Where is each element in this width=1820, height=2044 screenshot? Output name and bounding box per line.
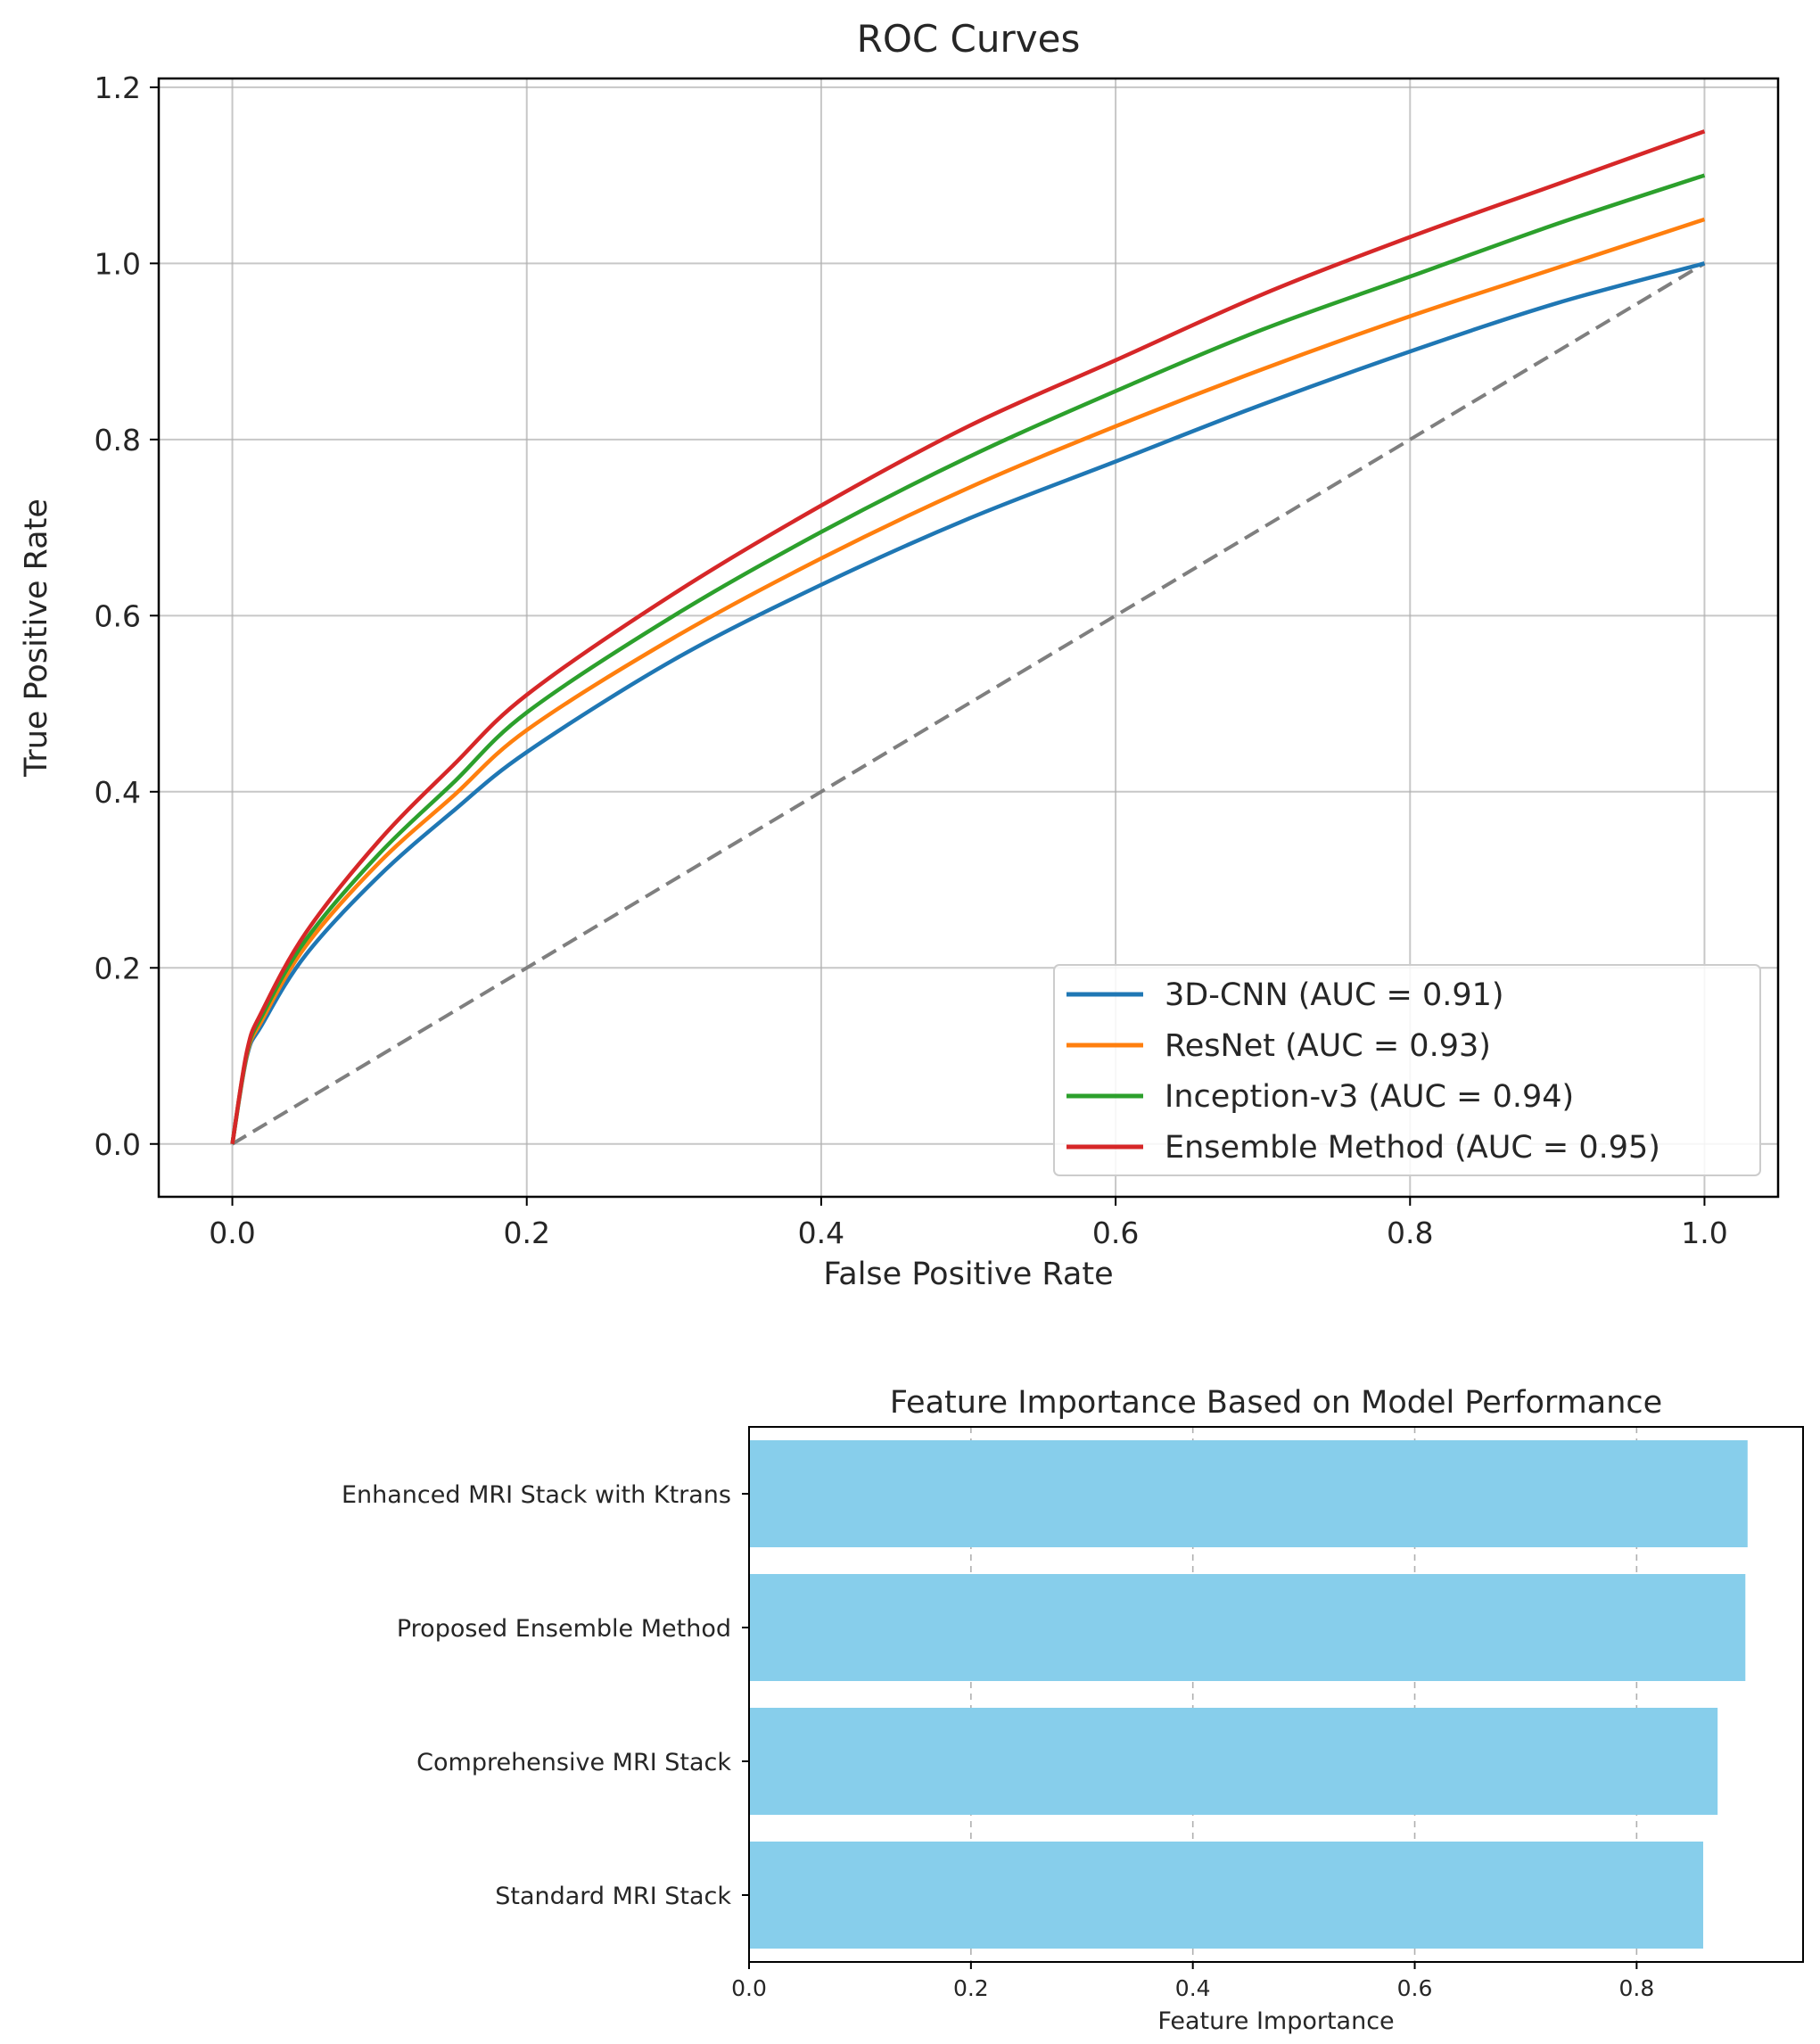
- x-tick-label: 0.8: [1618, 1975, 1654, 2001]
- y-tick-label: 0.8: [95, 423, 141, 457]
- x-axis-label: Feature Importance: [1157, 2007, 1394, 2035]
- x-tick-label: 0.4: [798, 1216, 844, 1250]
- importance-bar-3: [749, 1842, 1704, 1949]
- category-label-1: Proposed Ensemble Method: [397, 1615, 731, 1643]
- roc-chart: 0.0 0.2 0.4 0.6 0.8 1.0 0.0 0.2 0.4 0.6 0.8 1.0 1.2 R…: [19, 17, 1780, 1292]
- chart-title: Feature Importance Based on Model Perfor…: [890, 1385, 1662, 1421]
- x-tick-label: 0.0: [209, 1216, 255, 1250]
- y-axis-label: True Positive Rate: [19, 499, 54, 778]
- category-label-3: Standard MRI Stack: [495, 1883, 731, 1910]
- plot-frame: [748, 1426, 1804, 1963]
- legend-label-0: 3D-CNN (AUC = 0.91): [1165, 977, 1504, 1013]
- legend: 3D-CNN (AUC = 0.91) ResNet (AUC = 0.93) In…: [1053, 964, 1761, 1176]
- category-label-2: Comprehensive MRI Stack: [416, 1749, 731, 1776]
- x-tick-label: 0.0: [731, 1975, 767, 2001]
- diagonal-reference-line: [231, 261, 1706, 1146]
- y-tick-label: 0.2: [95, 951, 141, 985]
- x-tick-label: 0.8: [1387, 1216, 1433, 1250]
- x-tick-label: 0.6: [1397, 1975, 1433, 2001]
- legend-label-1: ResNet (AUC = 0.93): [1165, 1028, 1491, 1064]
- roc-series-line-1: [230, 217, 1706, 1145]
- importance-bar-1: [749, 1574, 1746, 1681]
- plot-frame: [157, 77, 1780, 1199]
- legend-box: [1053, 964, 1761, 1176]
- chart-title: ROC Curves: [857, 17, 1081, 61]
- legend-label-2: Inception-v3 (AUC = 0.94): [1165, 1079, 1574, 1115]
- x-tick-label: 0.2: [503, 1216, 549, 1250]
- x-axis-label: False Positive Rate: [823, 1257, 1113, 1292]
- roc-series-line-0: [230, 261, 1706, 1145]
- roc-series-line-2: [230, 173, 1706, 1145]
- x-tick-label: 0.2: [953, 1975, 989, 2001]
- y-tick-label: 1.2: [95, 70, 141, 105]
- legend-label-3: Ensemble Method (AUC = 0.95): [1165, 1130, 1660, 1166]
- importance-bar-2: [749, 1708, 1718, 1815]
- x-tick-label: 0.6: [1092, 1216, 1139, 1250]
- importance-bar-0: [749, 1440, 1748, 1547]
- roc-series-line-3: [230, 129, 1706, 1145]
- y-tick-label: 0.6: [95, 598, 141, 633]
- y-tick-label: 0.4: [95, 775, 141, 810]
- x-tick-label: 0.4: [1175, 1975, 1211, 2001]
- x-tick-label: 1.0: [1681, 1216, 1727, 1250]
- feature-importance-chart: Enhanced MRI Stack with Ktrans Proposed E…: [342, 1385, 1804, 2035]
- y-tick-label: 0.0: [95, 1127, 141, 1162]
- y-tick-label: 1.0: [95, 246, 141, 281]
- category-label-0: Enhanced MRI Stack with Ktrans: [342, 1481, 731, 1509]
